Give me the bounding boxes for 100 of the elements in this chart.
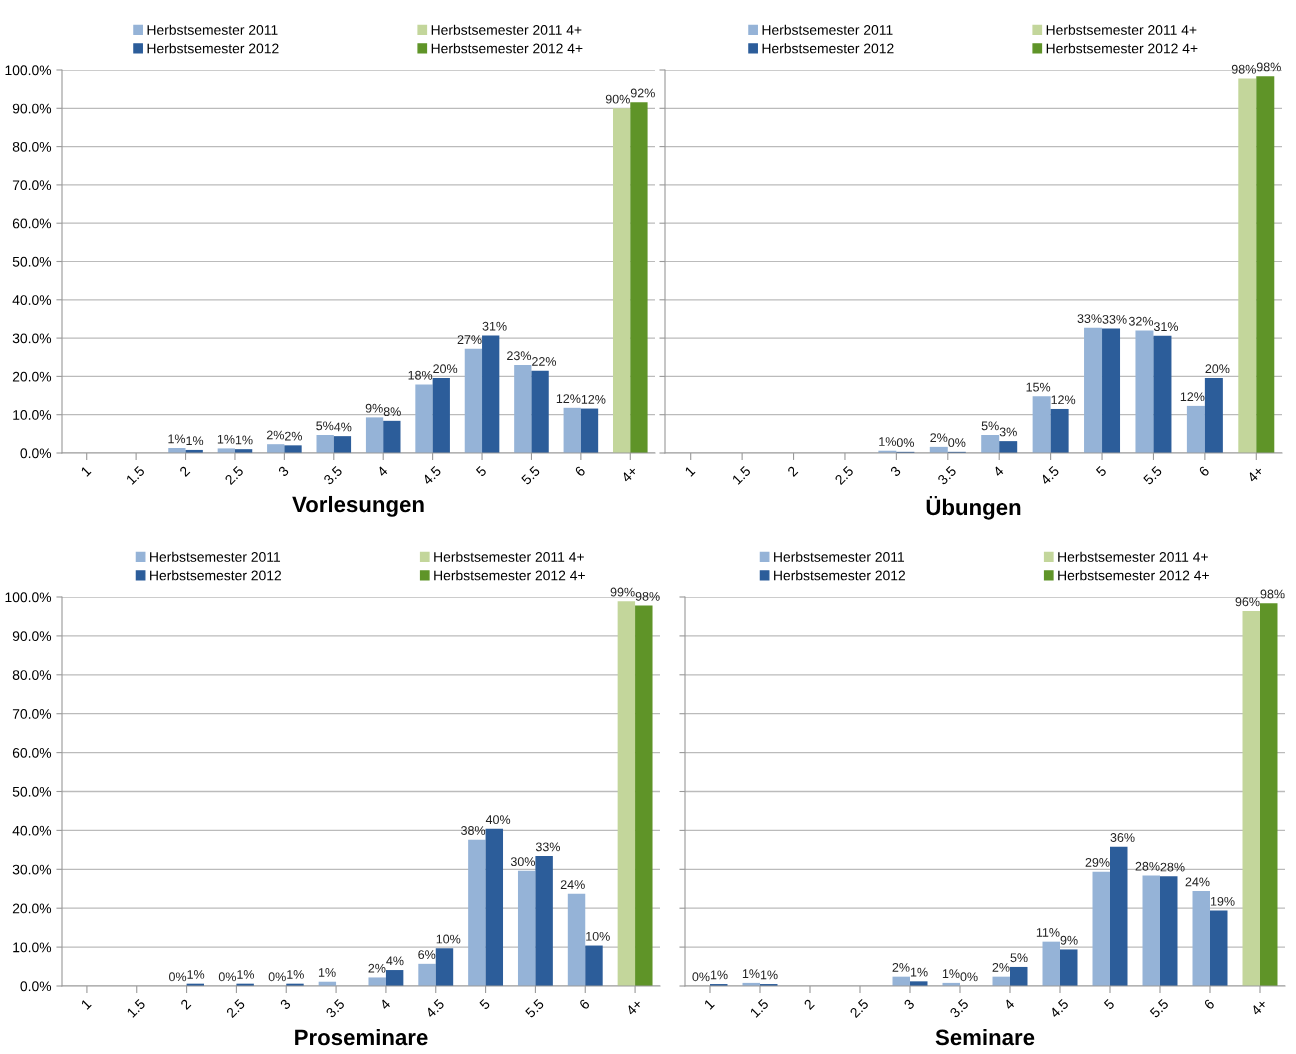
legend-label: Herbstsemester 2012 (147, 43, 279, 54)
x-tick-label: 1.5 (731, 465, 752, 485)
data-label: 1% (287, 970, 304, 979)
x-tick-label: 3.5 (325, 998, 346, 1019)
y-tick-label: 90.0% (12, 631, 52, 642)
legend-label: Herbstsemester 2012 4+ (1046, 43, 1198, 54)
data-label: 12% (581, 394, 606, 404)
x-tick-label: 1 (80, 998, 92, 1010)
data-label: 33% (535, 842, 560, 852)
data-label: 29% (1085, 857, 1110, 867)
data-label: 36% (1110, 833, 1135, 842)
data-label: 5% (981, 421, 999, 431)
data-label: 0% (948, 438, 966, 448)
x-tick-label: 5 (479, 998, 491, 1011)
data-label: 99% (610, 587, 635, 597)
y-tick-label: 40.0% (12, 825, 52, 836)
legend-label: Herbstsemester 2012 (774, 570, 906, 581)
y-tick-label: 0.0% (20, 448, 52, 459)
x-tick-label: 2 (180, 998, 192, 1010)
data-label: 2% (368, 963, 386, 973)
x-tick-label: 2 (178, 465, 191, 477)
data-label: 1% (910, 967, 928, 977)
data-label: 11% (1036, 928, 1060, 937)
data-label: 1% (710, 970, 728, 980)
x-tick-label: 3 (277, 465, 290, 478)
y-tick-label: 30.0% (12, 864, 52, 875)
x-tick-label: 3 (903, 998, 915, 1011)
y-tick-label: 100.0% (5, 592, 52, 603)
x-tick-label: 6 (578, 998, 591, 1010)
data-label: 31% (1153, 322, 1179, 332)
x-tick-label: 3 (889, 465, 902, 478)
y-tick-label: 20.0% (12, 371, 52, 382)
legend-label: Herbstsemester 2011 (150, 551, 281, 562)
data-label: 19% (1210, 896, 1235, 906)
y-tick-label: 50.0% (12, 256, 52, 267)
data-label: 92% (630, 88, 655, 98)
x-tick-label: 6 (1198, 465, 1210, 477)
data-label: 18% (408, 370, 433, 380)
data-label: 5% (316, 421, 334, 431)
x-tick-label: 4.5 (424, 998, 445, 1019)
data-label: 98% (1260, 589, 1285, 599)
data-label: 0% (896, 438, 914, 448)
y-tick-label: 80.0% (12, 670, 52, 680)
legend-label: Herbstsemester 2012 4+ (1058, 570, 1209, 581)
data-label: 32% (1128, 316, 1154, 326)
text: Übungen (926, 495, 1021, 520)
x-tick-label: 2.5 (834, 465, 855, 486)
data-label: 98% (635, 591, 660, 601)
legend-label: Herbstsemester 2011 4+ (431, 24, 582, 35)
data-label: 31% (482, 321, 507, 331)
x-tick-label: 5.5 (524, 998, 545, 1019)
x-tick-label: 3.5 (937, 465, 957, 486)
data-label: 12% (556, 394, 581, 403)
data-label: 24% (560, 880, 585, 889)
text: Seminare (935, 1028, 1035, 1046)
x-tick-label: 1 (80, 465, 92, 477)
x-tick-label: 3 (279, 998, 292, 1011)
data-label: 1% (237, 970, 255, 979)
data-label: 0% (268, 972, 286, 982)
data-label: 1% (168, 434, 186, 444)
y-tick-label: 70.0% (12, 180, 52, 191)
data-label: 1% (217, 434, 235, 444)
legend-label: Herbstsemester 2011 4+ (1046, 24, 1197, 35)
y-tick-label: 40.0% (12, 295, 52, 305)
data-label: 30% (510, 857, 535, 867)
data-label: 90% (605, 94, 630, 104)
data-label: 1% (187, 970, 205, 979)
y-tick-label: 0.0% (20, 981, 52, 992)
data-label: 33% (1077, 314, 1102, 323)
x-tick-label: 4 (379, 998, 391, 1011)
data-label: 2% (992, 963, 1010, 972)
legend-label: Herbstsemester 2012 (762, 43, 894, 54)
x-tick-label: 5 (1103, 998, 1115, 1011)
x-tick-label: 3.5 (949, 998, 970, 1019)
data-label: 27% (457, 335, 482, 345)
legend-label: Herbstsemester 2012 4+ (431, 43, 583, 54)
x-tick-label: 4 (992, 465, 1005, 478)
data-label: 28% (1135, 861, 1160, 871)
text: Vorlesungen (292, 495, 424, 517)
data-label: 12% (1051, 395, 1076, 405)
data-label: 2% (892, 963, 910, 972)
data-label: 10% (436, 934, 461, 944)
legend-label: Herbstsemester 2011 (762, 24, 893, 35)
data-label: 6% (418, 950, 436, 960)
data-label: 98% (1256, 62, 1281, 72)
y-tick-label: 90.0% (12, 103, 52, 114)
data-label: 24% (1185, 877, 1210, 887)
data-label: 9% (1060, 935, 1078, 945)
data-label: 0% (960, 972, 978, 982)
data-label: 4% (386, 956, 404, 966)
y-tick-label: 60.0% (12, 218, 52, 229)
data-label: 1% (760, 970, 778, 980)
y-tick-label: 100.0% (5, 65, 52, 76)
x-tick-label: 1.5 (749, 998, 770, 1018)
data-label: 2% (930, 433, 948, 443)
data-label: 8% (383, 407, 401, 417)
x-tick-label: 2 (786, 465, 799, 477)
x-tick-label: 2.5 (225, 998, 246, 1019)
data-label: 5% (1010, 953, 1028, 963)
data-label: 33% (1102, 314, 1127, 324)
